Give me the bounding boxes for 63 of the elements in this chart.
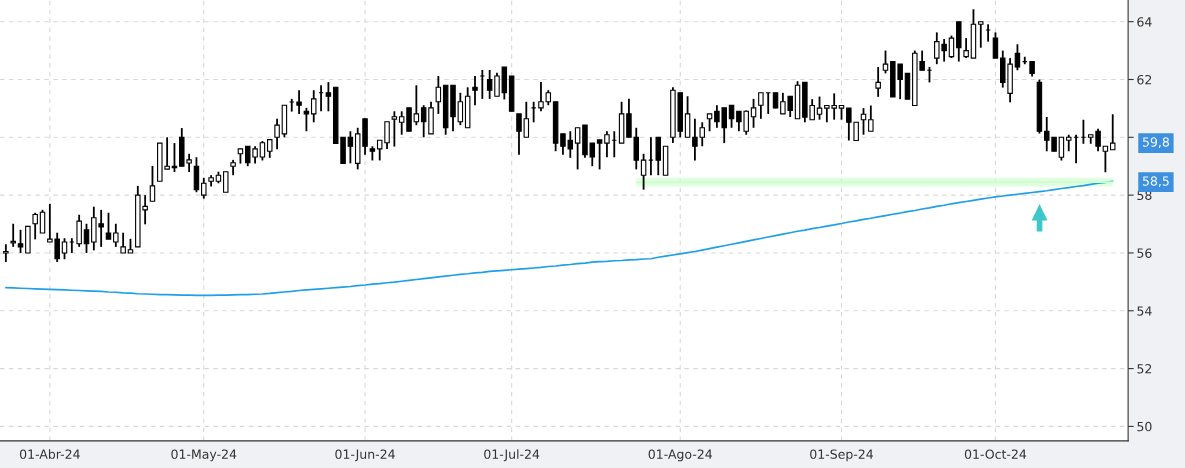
candlestick — [83, 222, 90, 254]
candlestick — [435, 75, 442, 115]
candlestick — [882, 49, 889, 75]
candlestick — [978, 20, 984, 49]
candlestick — [113, 222, 119, 248]
candlestick — [655, 136, 662, 177]
candlestick — [1014, 43, 1021, 72]
text: 58,5 — [1142, 176, 1169, 188]
x-tick-label: 01-Sep-24 — [810, 449, 873, 462]
candlestick — [684, 95, 691, 139]
y-tick-label: 52 — [1137, 364, 1152, 374]
candlestick — [816, 95, 823, 121]
candlestick — [479, 69, 486, 100]
candlestick — [750, 97, 757, 129]
candlestick — [201, 176, 207, 200]
candlestick — [32, 211, 38, 241]
candlestick — [758, 91, 764, 120]
candlestick — [274, 117, 280, 151]
y-tick-label: 56 — [1137, 248, 1152, 258]
candlestick — [1109, 113, 1116, 151]
line-series — [5, 180, 1114, 297]
candlestick — [76, 213, 82, 248]
candlestick — [640, 152, 647, 191]
candlestick — [149, 165, 156, 203]
candlestick — [391, 110, 398, 148]
x-tick-label: 01-Ago-24 — [648, 449, 712, 462]
candlestick — [325, 81, 332, 113]
candlestick — [1102, 145, 1109, 174]
candlestick — [120, 231, 126, 254]
candlestick — [604, 130, 610, 159]
candlestick — [875, 66, 881, 98]
y-tick-label: 62 — [1137, 74, 1152, 85]
candlestick — [61, 237, 68, 261]
candlestick — [992, 31, 999, 60]
x-tick-label: 01-Abr-24 — [19, 449, 80, 459]
candlestick — [963, 37, 969, 60]
candlestick — [17, 228, 24, 254]
candlestick — [574, 126, 581, 171]
candlestick — [1058, 136, 1065, 162]
y-tick-label: 64 — [1137, 17, 1152, 27]
candlestick — [193, 156, 200, 194]
candlestick — [472, 75, 478, 107]
candlestick — [596, 139, 603, 171]
candlestick — [347, 130, 354, 165]
candlestick — [868, 104, 874, 133]
x-tick-label: 01-May-24 — [171, 449, 237, 462]
candlestick — [223, 170, 229, 194]
candlestick — [303, 106, 310, 133]
y-tick-label: 54 — [1137, 306, 1152, 316]
x-tick-label: 01-Oct-24 — [964, 449, 1027, 459]
text: 59,8 — [1142, 137, 1169, 148]
candlestick — [266, 138, 273, 159]
candlestick — [310, 89, 317, 124]
y-tick-label: 50 — [1137, 421, 1152, 432]
candlestick — [259, 140, 266, 162]
candlestick — [10, 222, 16, 248]
candlestick — [296, 89, 302, 115]
candlestick — [39, 208, 46, 234]
candlestick — [105, 211, 112, 240]
x-tick-label: 01-Jul-24 — [484, 449, 540, 462]
x-tick-label: 01-Jun-24 — [335, 449, 395, 462]
candlestick — [3, 243, 9, 263]
candlestick — [413, 84, 420, 127]
